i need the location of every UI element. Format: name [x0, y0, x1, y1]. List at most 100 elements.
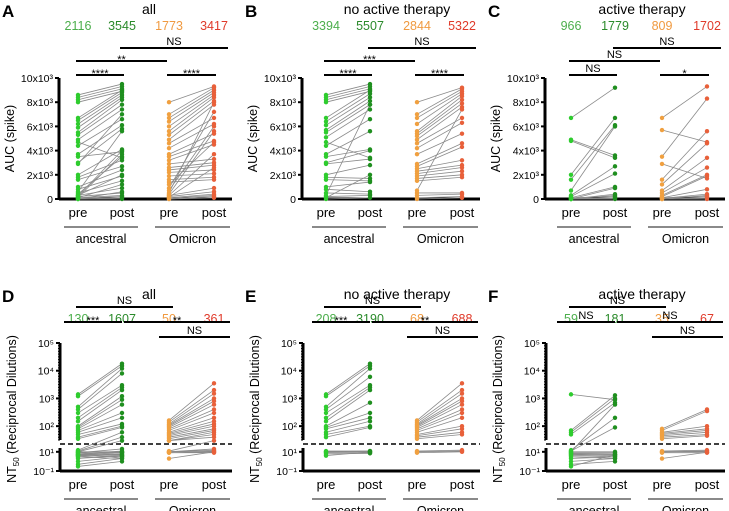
data-point-post — [612, 196, 618, 201]
paired-line — [661, 175, 708, 197]
data-point-pre — [568, 115, 574, 121]
paired-line — [661, 157, 708, 191]
paired-line — [325, 412, 371, 428]
paired-line — [168, 131, 215, 195]
data-point-post — [459, 101, 465, 106]
y-tick-label: 8x10³ — [513, 97, 540, 109]
data-point-post — [459, 131, 465, 136]
data-point-pre — [166, 158, 172, 163]
paired-line — [77, 461, 123, 467]
paired-line — [325, 194, 371, 197]
paired-line — [570, 454, 616, 467]
paired-line — [325, 89, 371, 119]
paired-line — [168, 193, 215, 199]
paired-line — [168, 412, 215, 431]
data-point-pre — [166, 438, 172, 443]
paired-line — [570, 124, 616, 180]
data-point-post — [119, 371, 125, 376]
paired-line — [416, 93, 463, 125]
data-point-post — [612, 452, 618, 457]
x-tick-label: pre — [653, 477, 672, 492]
panel-letter: F — [488, 287, 498, 306]
data-point-post — [612, 459, 618, 464]
data-point-post — [459, 426, 465, 432]
paired-line — [168, 97, 215, 132]
paired-line — [77, 365, 123, 397]
data-point-pre — [166, 154, 172, 159]
group-label: ancestral — [76, 504, 127, 511]
paired-line — [168, 430, 215, 440]
paired-line — [77, 453, 123, 456]
data-point-post — [367, 148, 373, 153]
data-point-post — [211, 391, 217, 396]
paired-line — [416, 196, 463, 199]
data-point-post — [367, 87, 373, 93]
paired-line — [416, 389, 463, 423]
data-point-post — [211, 398, 217, 404]
data-point-pre — [323, 143, 329, 148]
data-point-post — [119, 402, 125, 407]
data-point-post — [367, 419, 373, 424]
data-point-post — [367, 172, 373, 177]
data-point-post — [119, 196, 125, 202]
paired-line — [416, 99, 463, 134]
paired-line — [77, 399, 123, 428]
data-point-post — [612, 124, 618, 129]
paired-line — [77, 425, 123, 438]
paired-line — [168, 400, 215, 427]
y-tick-label: 8x10³ — [270, 97, 297, 109]
panel-letter: A — [2, 2, 14, 21]
data-point-pre — [75, 189, 81, 194]
x-tick-label: post — [202, 205, 227, 220]
paired-line — [77, 153, 123, 198]
data-point-pre — [568, 172, 574, 177]
paired-line — [570, 126, 616, 191]
data-point-post — [211, 438, 217, 443]
paired-line — [325, 97, 371, 126]
data-point-pre — [414, 100, 420, 105]
paired-line — [168, 451, 215, 459]
paired-line — [416, 103, 463, 137]
paired-line — [325, 387, 371, 419]
data-point-post — [367, 410, 373, 416]
data-point-post — [459, 381, 465, 386]
paired-line — [168, 440, 215, 452]
paired-line — [661, 129, 708, 143]
paired-line — [325, 192, 371, 195]
paired-line — [325, 179, 371, 182]
data-point-post — [367, 179, 373, 185]
paired-line — [325, 425, 371, 435]
data-point-pre — [414, 178, 420, 184]
data-point-post — [119, 102, 125, 107]
paired-line — [661, 174, 708, 196]
data-point-pre — [323, 122, 329, 128]
data-point-pre — [568, 138, 574, 144]
data-point-post — [704, 450, 710, 455]
paired-line — [77, 440, 123, 453]
y-tick-label: 10¹ — [39, 447, 55, 459]
data-point-pre — [75, 139, 81, 145]
data-point-post — [459, 97, 465, 102]
paired-line — [168, 436, 215, 442]
paired-line — [325, 148, 371, 158]
data-point-pre — [568, 196, 574, 201]
significance-label: *** — [363, 54, 377, 66]
data-point-pre — [166, 182, 172, 187]
data-point-pre — [659, 115, 665, 121]
y-tick-label: 10⁴ — [281, 366, 297, 378]
group-label: Omicron — [662, 232, 709, 246]
paired-line — [570, 186, 616, 199]
significance-label: *** — [335, 315, 349, 327]
paired-line — [77, 97, 123, 128]
paired-line — [661, 143, 708, 185]
data-point-post — [119, 178, 125, 184]
data-point-post — [459, 120, 465, 125]
geomean-label: 3545 — [108, 19, 136, 33]
data-point-post — [612, 115, 618, 121]
paired-line — [168, 102, 215, 194]
x-tick-label: pre — [317, 205, 336, 220]
data-point-pre — [75, 132, 81, 138]
significance-label: * — [682, 68, 687, 80]
